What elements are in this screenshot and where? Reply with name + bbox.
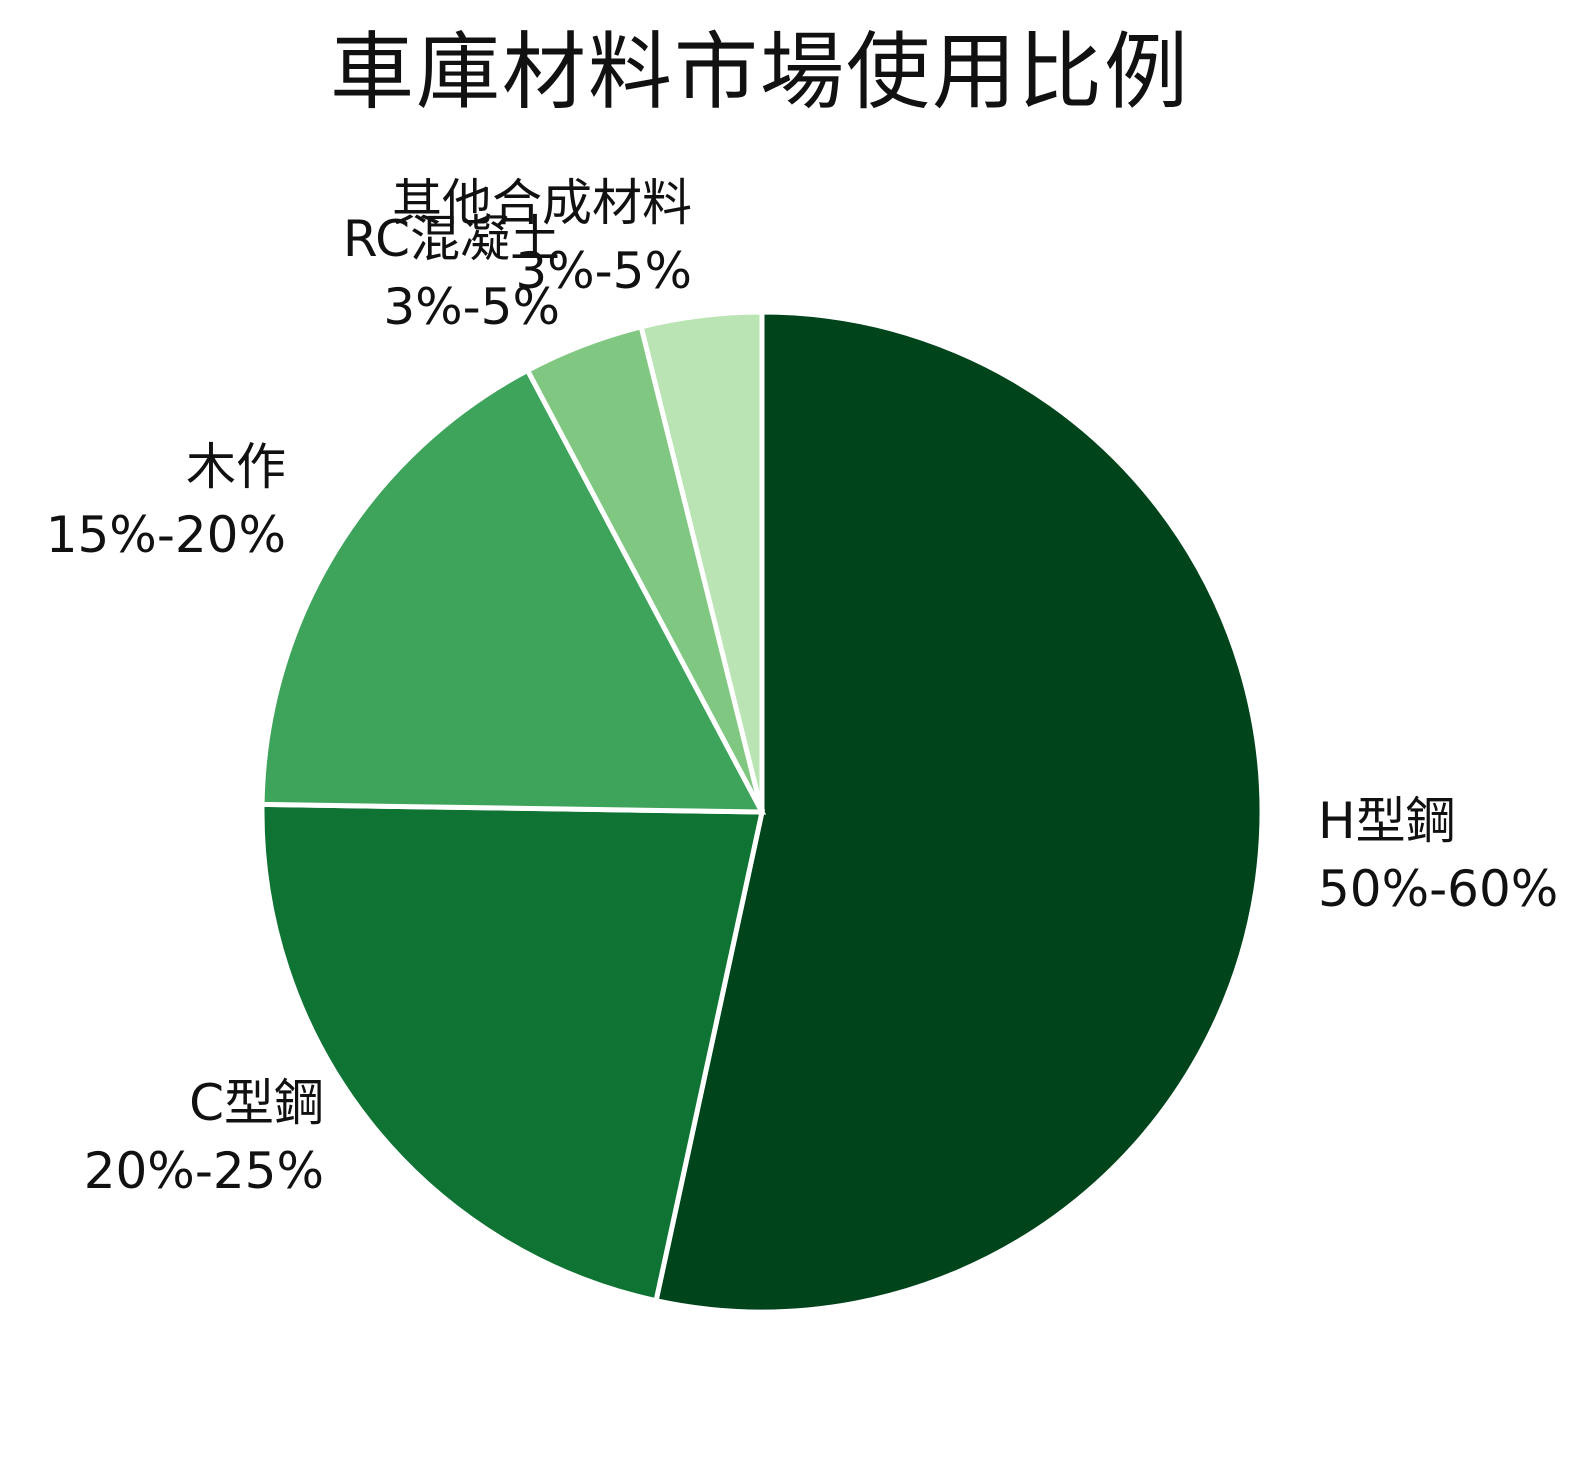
slice-range-label: 3%-5% xyxy=(515,242,692,300)
slice-range-label: 15%-20% xyxy=(46,506,286,564)
slice-category-label: 木作 xyxy=(186,438,286,496)
slice-category-label: RC混凝土 xyxy=(343,210,560,268)
chart-title: 車庫材料市場使用比例 xyxy=(329,23,1190,121)
pie-labels: H型鋼50%-60%C型鋼20%-25%木作15%-20%RC混凝土3%-5%其… xyxy=(46,174,1559,1200)
slice-category-label: C型鋼 xyxy=(189,1074,324,1132)
slice-category-label: H型鋼 xyxy=(1318,792,1456,850)
pie-slice xyxy=(259,801,766,1304)
slice-category-label: 其他合成材料 xyxy=(392,174,692,232)
pie-slice xyxy=(259,366,767,815)
slice-range-label: 3%-5% xyxy=(383,278,560,336)
pie-slices xyxy=(259,309,1265,1315)
pie-slice xyxy=(653,309,1265,1315)
slice-range-label: 20%-25% xyxy=(84,1142,324,1200)
slice-range-label: 50%-60% xyxy=(1318,860,1558,918)
pie-slice xyxy=(638,309,765,813)
